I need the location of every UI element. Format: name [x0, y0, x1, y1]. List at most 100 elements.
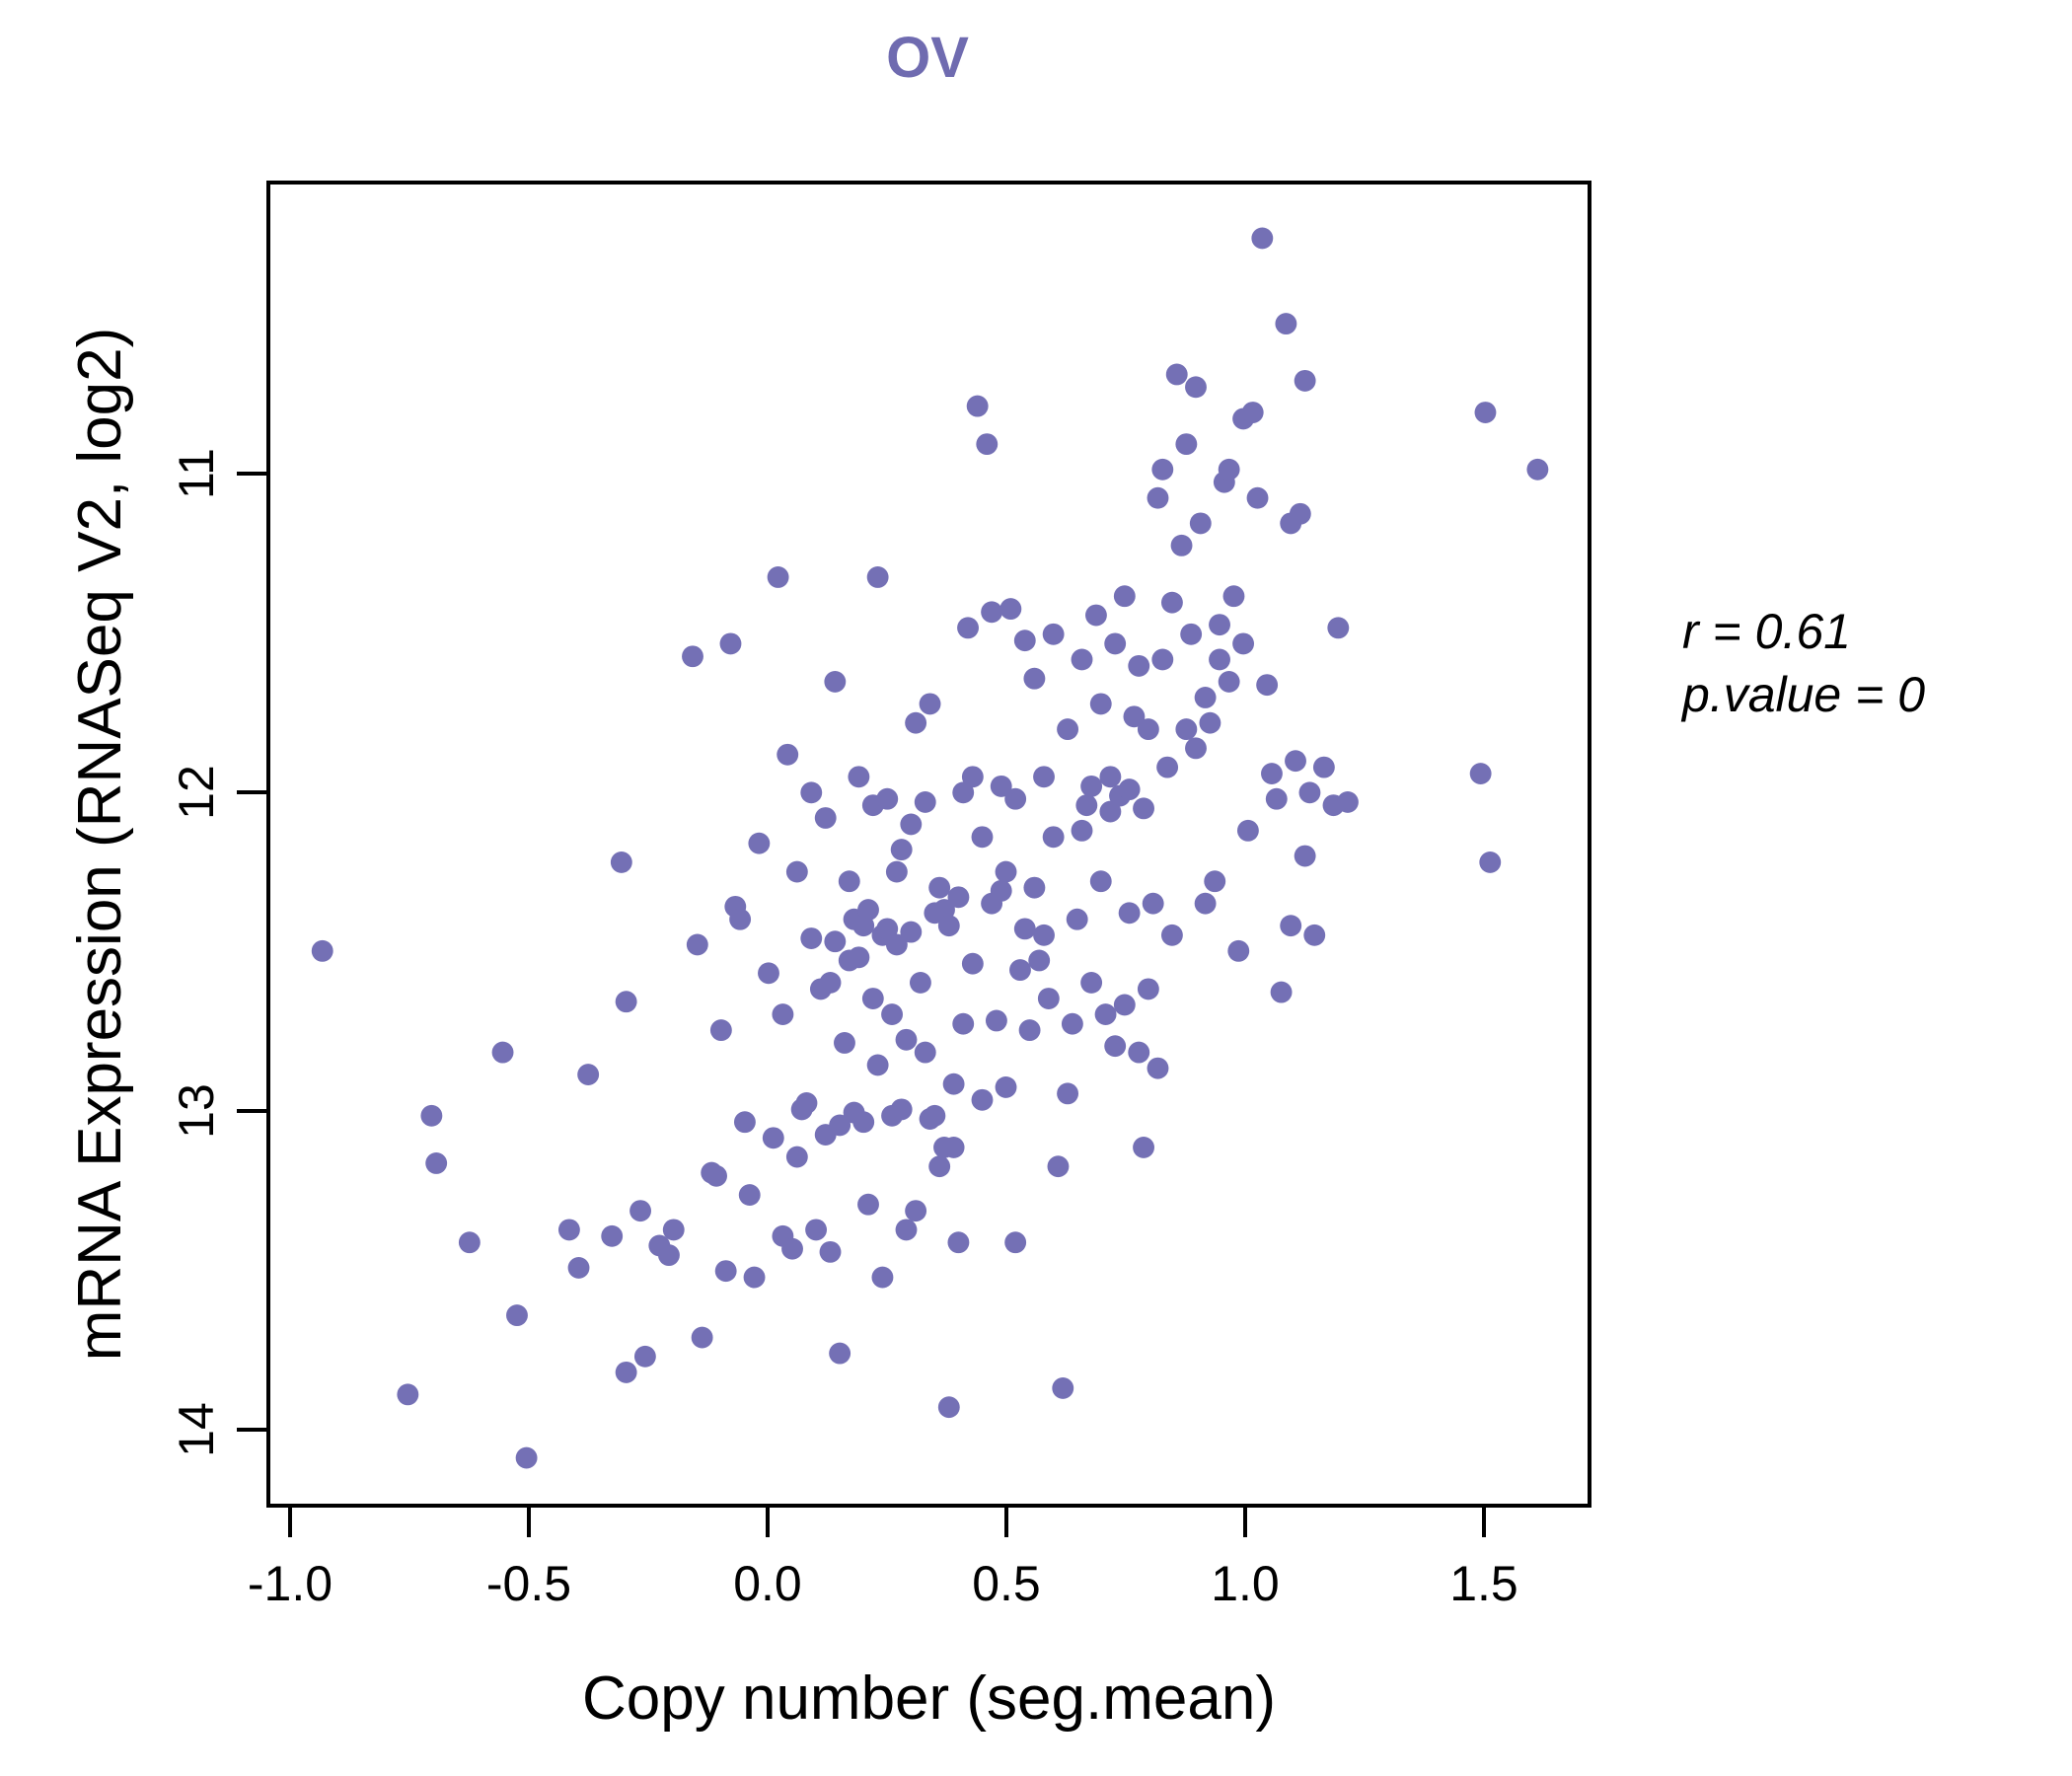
data-point [1123, 705, 1146, 728]
data-point [1294, 845, 1316, 867]
data-point [1285, 750, 1306, 773]
y-tick-mark [237, 1428, 266, 1432]
data-point [1099, 800, 1122, 823]
data-point [1209, 614, 1230, 636]
data-point [834, 1032, 855, 1054]
x-tick-label: 1.0 [1211, 1556, 1280, 1611]
y-tick-label: 11 [169, 448, 224, 499]
data-point [1066, 908, 1088, 930]
data-point [1057, 1082, 1079, 1105]
data-point [506, 1304, 528, 1327]
data-point [658, 1244, 680, 1267]
data-point [1094, 1003, 1117, 1026]
data-point [1175, 433, 1198, 456]
data-point [1013, 629, 1036, 652]
data-point [961, 952, 984, 975]
pvalue-value: p.value = 0 [1682, 667, 1926, 722]
data-point [1151, 648, 1174, 671]
data-point [895, 1028, 918, 1051]
data-point [781, 1237, 803, 1260]
data-point [1128, 1041, 1150, 1064]
data-point [1189, 512, 1212, 535]
data-point [852, 1111, 875, 1134]
data-point [937, 1396, 960, 1419]
x-tick-label: 1.5 [1449, 1556, 1518, 1611]
data-point [1312, 756, 1335, 778]
data-point [1099, 766, 1122, 788]
data-point [971, 1088, 994, 1111]
data-point [1160, 924, 1183, 946]
data-point [733, 1111, 756, 1134]
data-point [1009, 959, 1031, 982]
data-point [1071, 648, 1093, 671]
data-point [942, 1073, 965, 1095]
stats-annotation: r = 0.61 p.value = 0 [1682, 600, 1925, 726]
data-point [900, 813, 923, 836]
data-point [1085, 604, 1107, 627]
data-point [567, 1256, 590, 1279]
data-point [491, 1041, 514, 1064]
data-point [633, 1345, 656, 1368]
data-point [1156, 756, 1179, 778]
data-point [814, 807, 837, 829]
x-tick-mark [288, 1508, 292, 1537]
data-point [890, 1098, 913, 1121]
data-point [1160, 591, 1183, 614]
data-point [952, 781, 975, 804]
data-point [1142, 892, 1164, 915]
data-point [743, 1266, 766, 1289]
data-point [1037, 988, 1060, 1009]
data-point [1218, 458, 1240, 481]
data-point [1185, 737, 1207, 760]
data-point [601, 1224, 624, 1247]
data-point [615, 991, 637, 1013]
data-point [1147, 486, 1169, 509]
data-point [895, 1219, 918, 1241]
x-tick-mark [1482, 1508, 1486, 1537]
x-tick-mark [1243, 1508, 1247, 1537]
data-point [1018, 1019, 1041, 1042]
y-tick-label: 14 [169, 1402, 224, 1457]
data-point [1028, 949, 1051, 972]
data-point [1147, 1057, 1169, 1079]
data-point [1075, 794, 1098, 817]
data-point [971, 826, 994, 849]
data-point [914, 791, 936, 813]
data-point [1256, 674, 1279, 697]
data-point [990, 879, 1012, 902]
data-point [1204, 870, 1226, 893]
data-point [824, 671, 847, 693]
data-point [905, 711, 927, 734]
data-point [1042, 826, 1065, 849]
data-point [615, 1361, 637, 1383]
data-point [705, 1164, 727, 1187]
data-point [610, 851, 632, 873]
data-point [1298, 781, 1321, 804]
data-point [1227, 939, 1250, 962]
data-point [800, 927, 823, 949]
data-point [924, 1104, 946, 1127]
data-point [1327, 617, 1350, 639]
x-tick-label: -0.5 [485, 1556, 572, 1611]
data-point [1013, 918, 1036, 940]
data-point [729, 908, 752, 930]
data-point [1474, 402, 1497, 423]
data-point [458, 1231, 481, 1254]
data-point [1004, 787, 1027, 810]
data-point [557, 1219, 580, 1241]
correlation-value: r = 0.61 [1682, 604, 1851, 659]
data-point [738, 1184, 761, 1207]
data-point [961, 766, 984, 788]
data-point [397, 1383, 419, 1406]
data-point [857, 899, 879, 922]
data-point [838, 870, 860, 893]
data-point [1133, 1136, 1154, 1158]
data-point [985, 1009, 1007, 1032]
data-point [876, 918, 899, 940]
data-point [795, 1092, 818, 1114]
data-point [981, 601, 1003, 624]
data-point [1180, 623, 1203, 645]
data-point [805, 1219, 828, 1241]
data-point [1479, 851, 1502, 873]
data-points-layer [311, 227, 1549, 1469]
